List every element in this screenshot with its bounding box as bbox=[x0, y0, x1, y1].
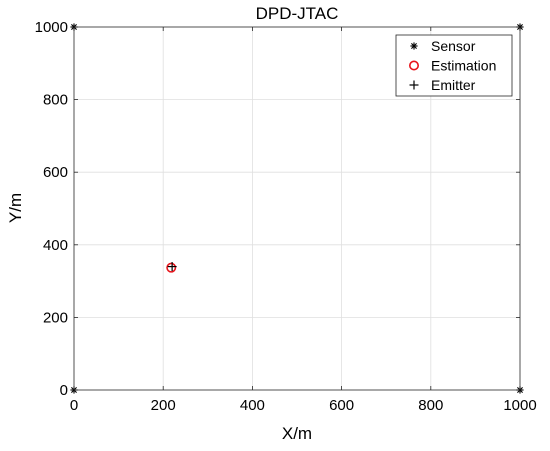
legend-label-estimation: Estimation bbox=[431, 58, 496, 74]
axis-ticks: 0 200 400 600 800 1000 0 200 400 600 800 1000 bbox=[35, 19, 537, 414]
y-tick-label: 1000 bbox=[35, 19, 68, 36]
y-tick-label: 200 bbox=[43, 309, 68, 326]
y-tick-label: 0 bbox=[60, 382, 68, 399]
x-tick-label: 800 bbox=[418, 397, 443, 414]
chart-title: DPD-JTAC bbox=[256, 4, 339, 23]
y-tick-label: 600 bbox=[43, 164, 68, 181]
estimation-point bbox=[166, 262, 177, 273]
x-axis-label: X/m bbox=[282, 424, 312, 443]
emitter-point bbox=[167, 262, 177, 272]
x-tick-label: 600 bbox=[329, 397, 354, 414]
x-tick-label: 1000 bbox=[503, 397, 536, 414]
x-tick-label: 0 bbox=[70, 397, 78, 414]
y-axis-label: Y/m bbox=[6, 193, 25, 223]
x-tick-label: 200 bbox=[151, 397, 176, 414]
legend: Sensor Estimation Emitter bbox=[395, 34, 513, 97]
legend-marker-sensor bbox=[410, 42, 418, 50]
y-tick-label: 400 bbox=[43, 237, 68, 254]
legend-label-sensor: Sensor bbox=[431, 38, 476, 54]
legend-label-emitter: Emitter bbox=[431, 77, 476, 93]
y-tick-label: 800 bbox=[43, 92, 68, 109]
x-tick-label: 400 bbox=[240, 397, 265, 414]
legend-marker-estimation bbox=[408, 60, 419, 71]
plot-frame bbox=[73, 26, 521, 391]
legend-marker-emitter bbox=[409, 80, 419, 90]
